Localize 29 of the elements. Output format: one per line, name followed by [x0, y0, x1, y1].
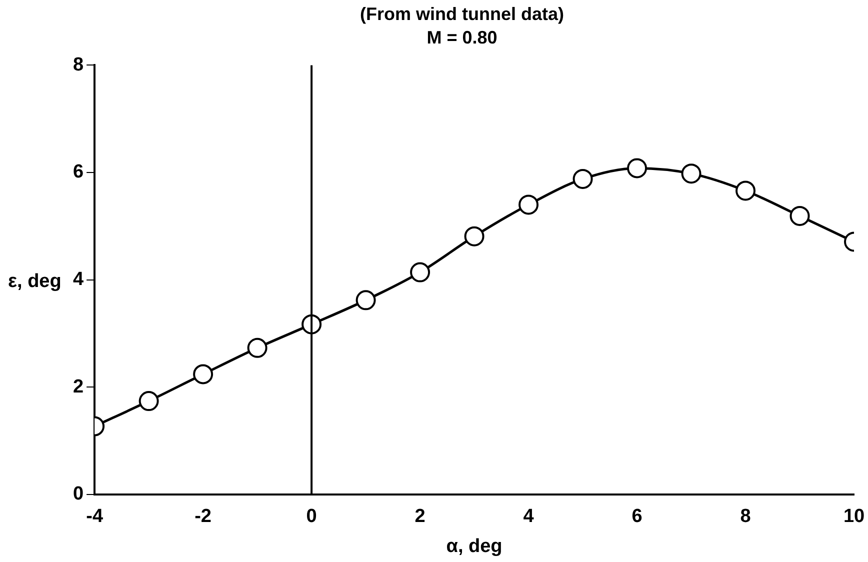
point	[464, 226, 484, 246]
x-tick-label: -2	[194, 506, 212, 528]
point	[681, 164, 702, 184]
chart-title: (From wind tunnel data)	[360, 4, 564, 24]
y-tick-label: 4	[72, 269, 84, 290]
y-tick-label: 8	[72, 54, 84, 76]
y-axis-title: ε, deg	[8, 271, 62, 292]
point	[736, 180, 756, 201]
point	[247, 338, 268, 358]
x-tick-label: 6	[632, 506, 642, 528]
point	[627, 158, 648, 178]
point	[193, 364, 214, 384]
x-tick-label: 10	[843, 506, 865, 528]
chart-subtitle: M = 0.80	[426, 27, 498, 48]
x-axis-title: α, deg	[446, 536, 502, 557]
point	[138, 391, 159, 412]
x-tick-label: 2	[414, 506, 426, 528]
x-tick-label: 8	[740, 506, 751, 528]
point	[356, 290, 376, 310]
point	[790, 206, 810, 226]
point	[410, 262, 430, 282]
point	[518, 194, 539, 215]
y-tick-label: 2	[72, 376, 84, 398]
y-tick-label: 0	[72, 484, 84, 505]
x-tick-label: 0	[306, 506, 317, 528]
x-tick-label: -4	[86, 506, 104, 528]
point	[572, 168, 593, 189]
y-tick-label: 6	[72, 162, 84, 183]
x-tick-label: 4	[523, 506, 534, 528]
